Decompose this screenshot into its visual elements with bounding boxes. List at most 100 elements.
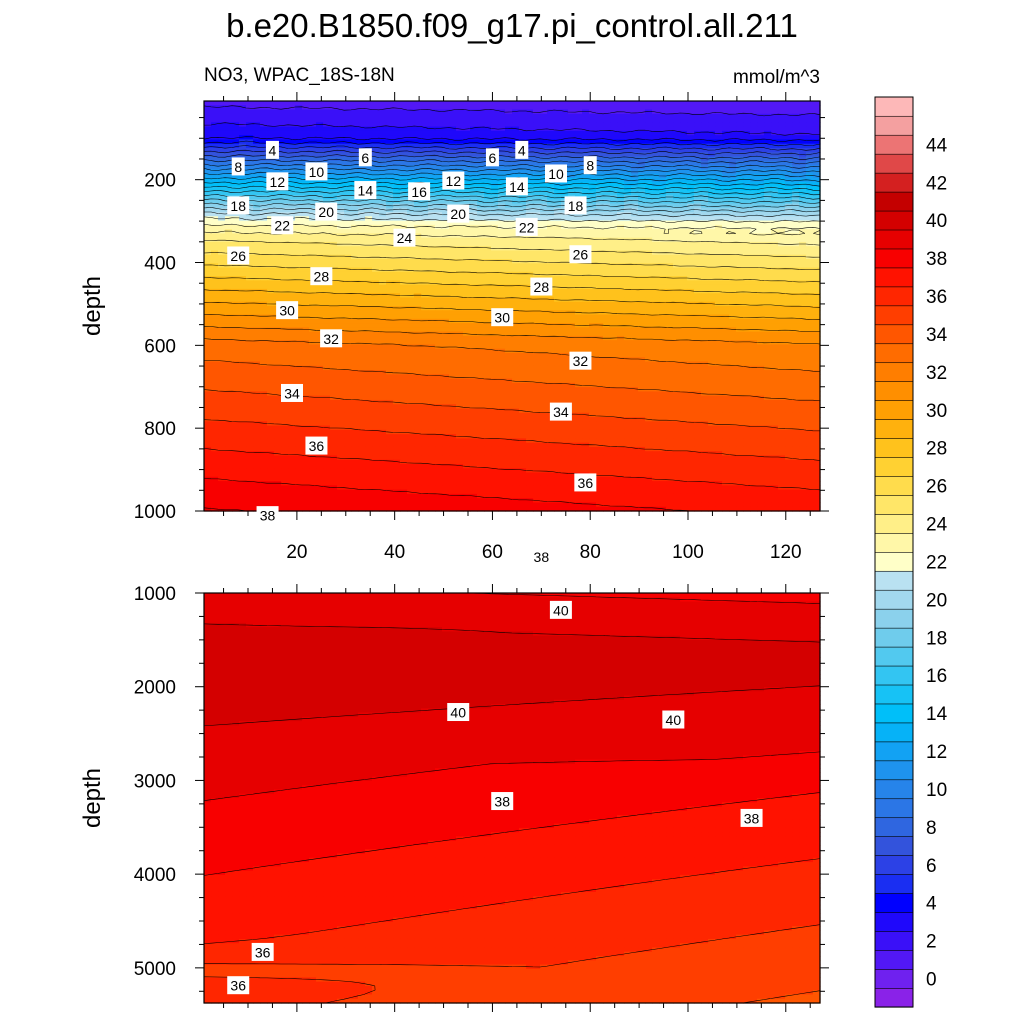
field-cell [211, 101, 219, 106]
field-cell [456, 130, 464, 136]
field-cell [386, 186, 394, 192]
field-cell [372, 331, 380, 337]
field-cell [813, 152, 821, 158]
field-cell [624, 194, 632, 200]
field-cell [351, 318, 359, 324]
field-cell [260, 190, 268, 196]
field-cell [428, 229, 436, 234]
field-cell [218, 126, 226, 132]
field-cell [428, 177, 436, 183]
field-cell [323, 237, 331, 243]
field-cell [659, 182, 667, 188]
field-cell [295, 212, 303, 217]
field-cell [526, 276, 534, 281]
field-cell [351, 220, 359, 226]
field-cell [295, 340, 303, 346]
field-cell [708, 276, 716, 281]
field-cell [400, 224, 408, 230]
field-cell [323, 246, 331, 252]
field-cell [813, 118, 821, 123]
field-cell [687, 250, 695, 256]
field-cell [358, 173, 366, 179]
field-cell [295, 101, 303, 106]
field-cell [421, 177, 429, 183]
field-cell [400, 323, 408, 328]
field-cell [218, 130, 226, 136]
field-cell [561, 331, 569, 337]
field-cell [505, 331, 513, 337]
field-cell [680, 212, 688, 217]
field-cell [505, 105, 513, 111]
field-cell [771, 173, 779, 179]
field-cell [785, 135, 793, 141]
field-cell [764, 139, 772, 145]
field-cell [456, 306, 464, 311]
field-cell [393, 173, 401, 179]
field-cell [414, 327, 422, 333]
field-cell [624, 250, 632, 256]
field-cell [463, 122, 471, 128]
field-cell [519, 118, 527, 123]
field-cell [659, 318, 667, 324]
field-cell [232, 301, 240, 307]
field-cell [596, 224, 604, 230]
field-cell [610, 293, 618, 299]
field-cell [449, 126, 457, 132]
field-cell [358, 310, 366, 316]
field-cell [680, 143, 688, 149]
field-cell [778, 327, 786, 333]
field-cell [792, 173, 800, 179]
field-cell [393, 327, 401, 333]
field-cell [260, 229, 268, 234]
field-cell [400, 340, 408, 346]
field-cell [274, 101, 282, 106]
field-cell [463, 105, 471, 111]
field-cell [449, 237, 457, 243]
field-cell [666, 224, 674, 230]
field-cell [666, 203, 674, 209]
field-cell [218, 109, 226, 115]
field-cell [386, 156, 394, 162]
field-cell [218, 118, 226, 123]
field-cell [638, 113, 646, 119]
field-cell [638, 139, 646, 145]
field-cell [372, 122, 380, 128]
field-cell [680, 246, 688, 252]
field-cell [631, 203, 639, 209]
field-cell [470, 271, 478, 277]
field-cell [295, 306, 303, 311]
field-cell [232, 314, 240, 320]
field-cell [582, 143, 590, 149]
field-cell [344, 101, 352, 106]
field-cell [512, 203, 520, 209]
field-cell [764, 194, 772, 200]
field-cell [295, 186, 303, 192]
field-cell [631, 241, 639, 247]
field-cell [785, 306, 793, 311]
field-cell [547, 122, 555, 128]
field-cell [316, 101, 324, 106]
field-cell [785, 263, 793, 269]
field-cell [722, 135, 730, 141]
field-cell [267, 135, 275, 141]
field-cell [344, 190, 352, 196]
field-cell [407, 113, 415, 119]
field-cell [533, 310, 541, 316]
field-cell [757, 335, 765, 341]
field-cell [295, 207, 303, 213]
field-cell [561, 241, 569, 247]
field-cell [498, 160, 506, 166]
field-cell [393, 113, 401, 119]
field-cell [498, 271, 506, 277]
field-cell [477, 323, 485, 328]
field-cell [414, 259, 422, 264]
field-cell [428, 147, 436, 153]
field-cell [638, 327, 646, 333]
field-cell [456, 263, 464, 269]
field-cell [743, 143, 751, 149]
field-cell [351, 101, 359, 106]
field-cell [722, 331, 730, 337]
field-cell [645, 284, 653, 290]
field-cell [260, 224, 268, 230]
field-cell [610, 169, 618, 175]
